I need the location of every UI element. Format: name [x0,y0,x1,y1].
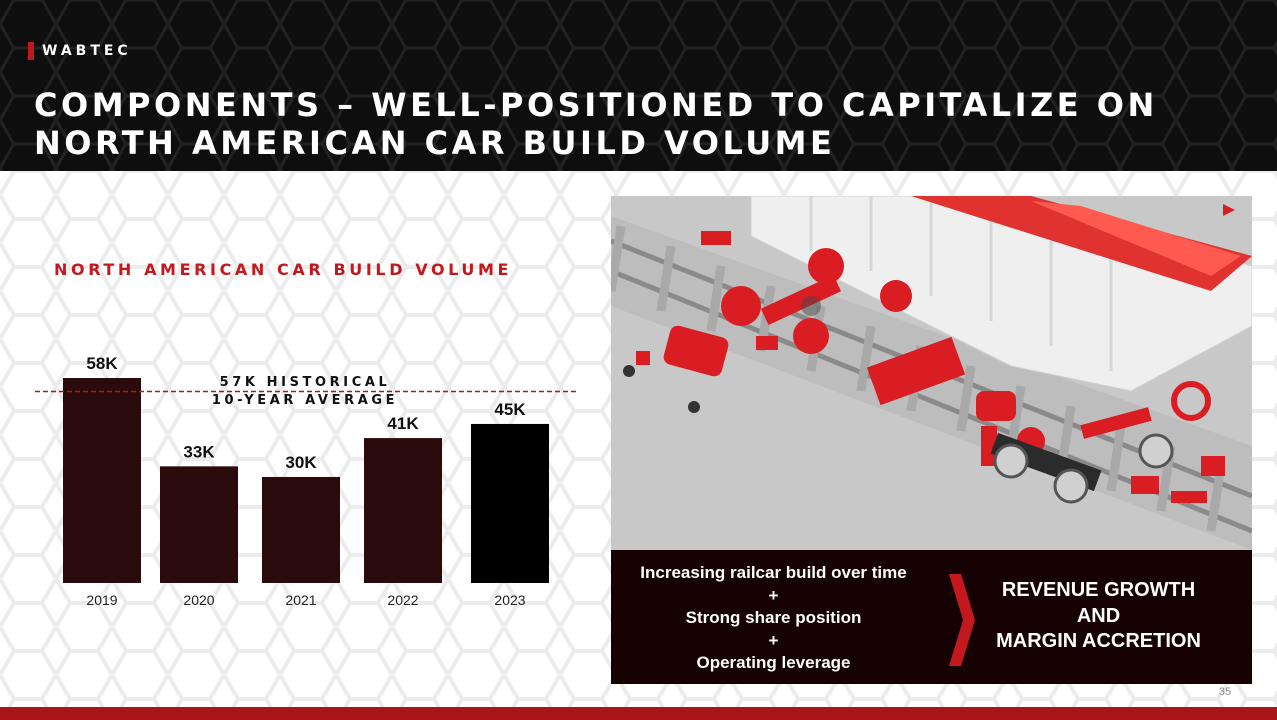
x-tick-2020: 2020 [183,592,214,608]
outcome-line-3: MARGIN ACCRETION [996,630,1201,652]
bar-2020 [160,466,238,583]
average-line-label-2: 10-YEAR AVERAGE [211,393,399,408]
page-title-line-2: NORTH AMERICAN CAR BUILD VOLUME [34,124,836,162]
header-band: WABTEC COMPONENTS – WELL-POSITIONED TO C… [0,0,1277,171]
x-tick-2019: 2019 [86,592,117,608]
drivers-list: Increasing railcar build over time + Str… [611,562,936,675]
header-hex-pattern [0,0,1277,171]
page-number: 35 [1218,686,1232,698]
data-label-2020: 33K [183,442,215,461]
x-tick-2023: 2023 [494,592,525,608]
brand-accent-bar [28,42,34,60]
driver-line-3: Operating leverage [696,653,851,672]
data-label-2021: 30K [285,453,317,472]
data-label-2022: 41K [387,414,419,433]
brand-name: WABTEC [42,43,132,59]
driver-line-1: Increasing railcar build over time [640,563,907,582]
chevron-right-icon [949,574,975,666]
chart-title: NORTH AMERICAN CAR BUILD VOLUME [54,260,513,279]
plus-sign-2: + [768,630,779,650]
average-line-label: 57K HISTORICAL 10-YEAR AVERAGE [190,374,420,410]
bar-2019 [63,378,141,583]
data-label-2019: 58K [86,354,118,373]
x-tick-2022: 2022 [387,592,418,608]
page-title: COMPONENTS – WELL-POSITIONED TO CAPITALI… [34,86,1234,162]
brand-logo: WABTEC [28,42,132,60]
outcome-text: REVENUE GROWTH AND MARGIN ACCRETION [971,578,1226,655]
plus-sign-1: + [768,585,779,605]
data-label-2023: 45K [494,400,526,419]
exploded-railcar-components-illustration [611,196,1252,550]
railcar-illustration-svg [611,196,1252,550]
driver-line-2: Strong share position [685,608,862,627]
bar-2021 [262,476,340,583]
bar-2022 [364,438,442,583]
outcome-line-2: AND [1076,604,1121,627]
summary-panel: Increasing railcar build over time + Str… [611,550,1252,684]
x-tick-2021: 2021 [285,592,316,608]
average-line-label-1: 57K HISTORICAL [219,375,391,390]
bar-2023 [471,423,549,583]
outcome-line-1: REVENUE GROWTH [1001,579,1196,601]
page-title-line-1: COMPONENTS – WELL-POSITIONED TO CAPITALI… [34,86,1158,124]
car-build-bar-chart: 58K 2019 33K 2020 30K 2021 41K 2022 45K 2023 [35,354,577,608]
footer-bar [0,707,1277,720]
